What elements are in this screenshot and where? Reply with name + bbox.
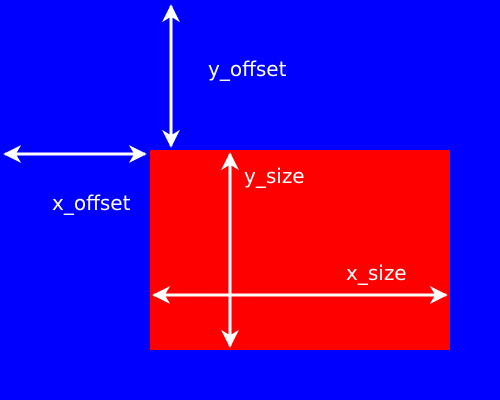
y-offset-label: y_offset (208, 57, 287, 81)
x-size-label: x_size (346, 261, 407, 285)
region-rectangle (150, 150, 450, 350)
x-offset-label: x_offset (52, 191, 131, 215)
y-size-label: y_size (244, 164, 305, 188)
